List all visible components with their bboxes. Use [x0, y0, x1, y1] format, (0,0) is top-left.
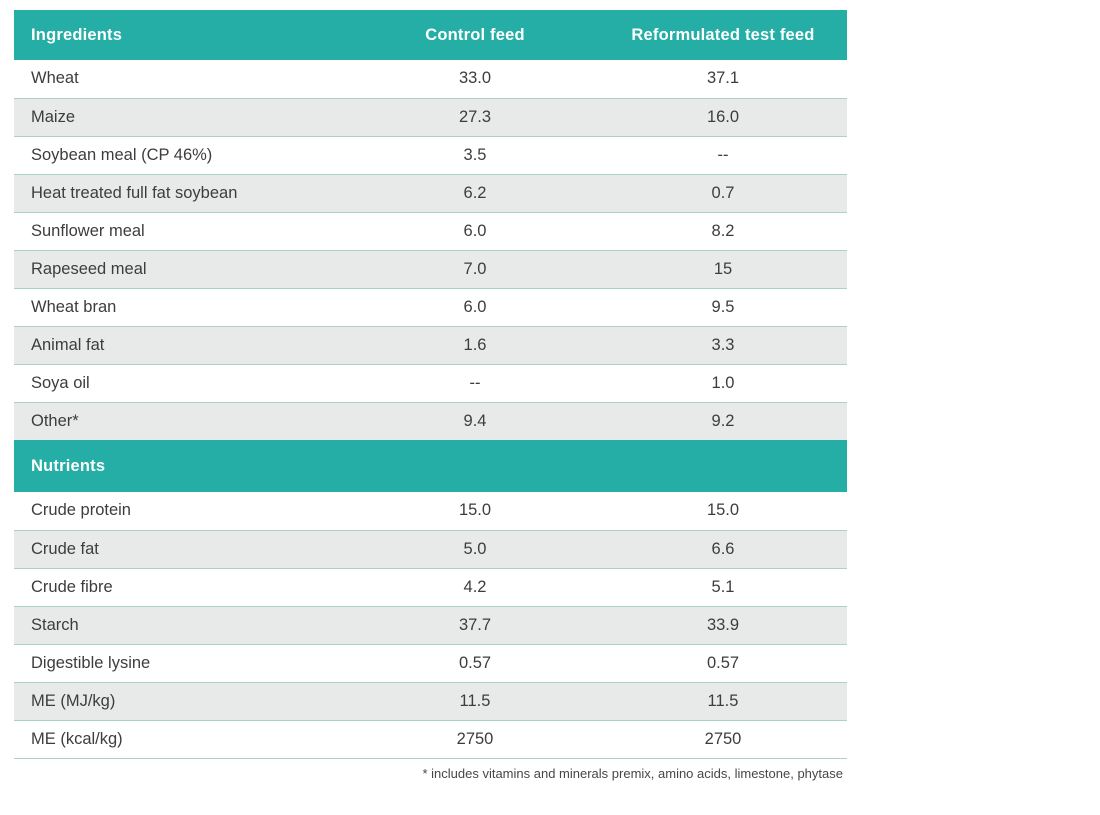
- table-header: Ingredients Control feed Reformulated te…: [14, 10, 847, 60]
- header-row: Ingredients Control feed Reformulated te…: [14, 10, 847, 60]
- control-feed-value: 6.2: [351, 173, 599, 212]
- control-feed-value: 6.0: [351, 287, 599, 326]
- reformulated-test-feed-value: 3.3: [599, 325, 847, 364]
- table-row: Wheat bran 6.0 9.5: [14, 287, 847, 326]
- table-row: Starch 37.7 33.9: [14, 605, 847, 644]
- column-header-reformulated-test-feed: Reformulated test feed: [599, 10, 847, 60]
- feed-comparison-table: Ingredients Control feed Reformulated te…: [14, 10, 847, 759]
- reformulated-test-feed-value: 9.5: [599, 287, 847, 326]
- control-feed-value: 27.3: [351, 97, 599, 136]
- reformulated-test-feed-value: 1.0: [599, 363, 847, 402]
- reformulated-test-feed-value: 0.7: [599, 173, 847, 212]
- table-row: Crude fibre 4.2 5.1: [14, 567, 847, 606]
- table-row: Wheat 33.0 37.1: [14, 60, 847, 98]
- control-feed-value: 11.5: [351, 681, 599, 720]
- table-row: Other* 9.4 9.2: [14, 401, 847, 440]
- reformulated-test-feed-value: 11.5: [599, 681, 847, 720]
- row-label: ME (MJ/kg): [14, 681, 351, 720]
- row-label: Wheat: [31, 69, 79, 88]
- table-row: Sunflower meal 6.0 8.2: [14, 211, 847, 250]
- control-feed-value: 9.4: [351, 401, 599, 440]
- nutrients-section-header: Nutrients: [14, 440, 847, 492]
- row-label: Digestible lysine: [14, 643, 351, 682]
- reformulated-test-feed-value: 5.1: [599, 567, 847, 606]
- reformulated-test-feed-value: 37.1: [706, 69, 740, 88]
- control-feed-value: 2750: [351, 719, 599, 759]
- reformulated-test-feed-value: 8.2: [599, 211, 847, 250]
- reformulated-test-feed-value: --: [599, 135, 847, 174]
- feed-comparison-table-container: Ingredients Control feed Reformulated te…: [14, 10, 847, 781]
- table-row: Rapeseed meal 7.0 15: [14, 249, 847, 288]
- column-header-ingredients: Ingredients: [14, 10, 351, 60]
- table-row: Maize 27.3 16.0: [14, 97, 847, 136]
- control-feed-value: 5.0: [351, 529, 599, 568]
- table-row: Soybean meal (CP 46%) 3.5 --: [14, 135, 847, 174]
- table-row: ME (MJ/kg) 11.5 11.5: [14, 681, 847, 720]
- table-footnote: * includes vitamins and minerals premix,…: [422, 765, 843, 781]
- column-header-control-feed: Control feed: [351, 10, 599, 60]
- reformulated-test-feed-value: 9.2: [599, 401, 847, 440]
- row-label: ME (kcal/kg): [14, 719, 351, 759]
- row-label: Soybean meal (CP 46%): [14, 135, 351, 174]
- nutrients-header-row: Nutrients: [14, 440, 847, 492]
- row-label: Soya oil: [14, 363, 351, 402]
- row-label: Other*: [14, 401, 351, 440]
- row-label: Animal fat: [14, 325, 351, 364]
- row-label: Crude protein: [31, 501, 131, 520]
- control-feed-value: 15.0: [458, 501, 492, 520]
- row-label: Crude fat: [14, 529, 351, 568]
- control-feed-value: 33.0: [458, 69, 492, 88]
- reformulated-test-feed-value: 6.6: [599, 529, 847, 568]
- control-feed-value: 0.57: [351, 643, 599, 682]
- row-label: Wheat bran: [14, 287, 351, 326]
- row-label: Heat treated full fat soybean: [14, 173, 351, 212]
- reformulated-test-feed-value: 15.0: [706, 501, 740, 520]
- reformulated-test-feed-value: 2750: [599, 719, 847, 759]
- nutrients-section-label: Nutrients: [14, 440, 847, 492]
- control-feed-value: 6.0: [351, 211, 599, 250]
- table-row: Heat treated full fat soybean 6.2 0.7: [14, 173, 847, 212]
- control-feed-value: 37.7: [351, 605, 599, 644]
- control-feed-value: 1.6: [351, 325, 599, 364]
- reformulated-test-feed-value: 33.9: [599, 605, 847, 644]
- table-row: Crude protein 15.0 15.0: [14, 492, 847, 530]
- nutrients-section-body: Crude protein 15.0 15.0 Crude fat 5.0 6.6 Crud…: [14, 492, 847, 759]
- reformulated-test-feed-value: 16.0: [599, 97, 847, 136]
- table-row: Soya oil -- 1.0: [14, 363, 847, 402]
- row-label: Rapeseed meal: [14, 249, 351, 288]
- reformulated-test-feed-value: 0.57: [599, 643, 847, 682]
- row-label: Maize: [14, 97, 351, 136]
- row-label: Crude fibre: [14, 567, 351, 606]
- control-feed-value: --: [351, 363, 599, 402]
- control-feed-value: 7.0: [351, 249, 599, 288]
- table-row: ME (kcal/kg) 2750 2750: [14, 719, 847, 759]
- control-feed-value: 3.5: [351, 135, 599, 174]
- control-feed-value: 4.2: [351, 567, 599, 606]
- row-label: Sunflower meal: [14, 211, 351, 250]
- table-row: Digestible lysine 0.57 0.57: [14, 643, 847, 682]
- row-label: Starch: [14, 605, 351, 644]
- reformulated-test-feed-value: 15: [599, 249, 847, 288]
- ingredients-section-body: Wheat 33.0 37.1 Maize 27.3 16.0 Soybean meal (…: [14, 60, 847, 440]
- table-row: Crude fat 5.0 6.6: [14, 529, 847, 568]
- table-row: Animal fat 1.6 3.3: [14, 325, 847, 364]
